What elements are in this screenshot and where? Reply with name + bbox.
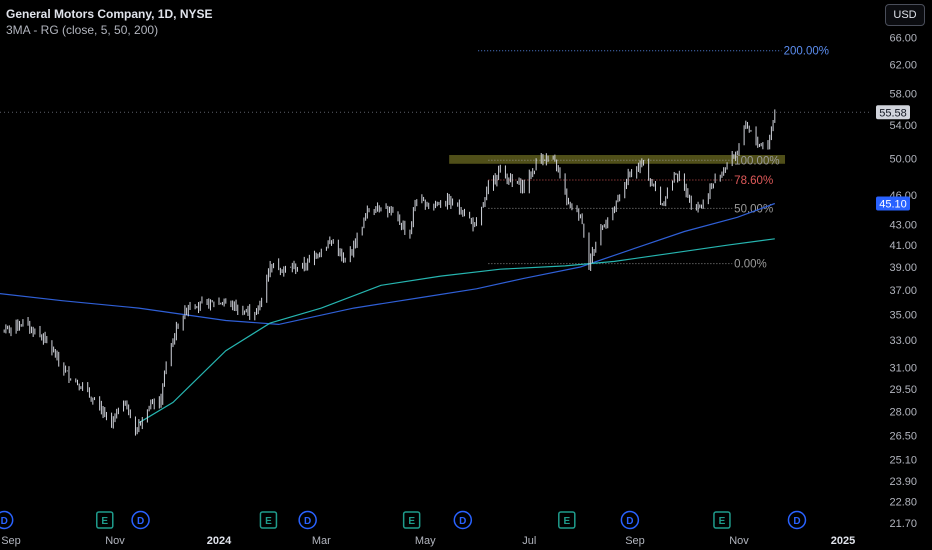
time-tick-label: Jul [522,535,536,547]
price-tick-label: 21.70 [889,518,917,530]
fib-level-label: 50.00% [734,203,773,215]
time-tick-label: 2024 [207,535,232,547]
price-tick-label: 62.00 [889,60,917,72]
event-label: E [101,516,108,527]
earnings-event-icon [96,511,114,529]
dividend-event-icon [131,510,150,530]
price-tick-label: 35.00 [889,309,917,321]
time-tick-label: Nov [729,535,749,547]
fib-level-label: 0.00% [734,259,767,271]
event-label: D [626,516,633,527]
earnings-event-icon [402,511,421,529]
dividend-event-icon [620,510,640,530]
event-label: E [408,516,415,527]
fib-level-label: 200.00% [784,46,829,58]
dividend-event-icon [453,510,473,530]
indicator-label: 3MA - RG (close, 5, 50, 200) [6,23,159,37]
currency-button[interactable]: USD [885,4,925,26]
price-tick-label: 25.10 [889,454,917,466]
event-label: D [137,516,144,527]
chart-legend: General Motors Company, 1D, NYSE 3MA - R… [6,6,213,38]
price-tick-label: 50.00 [889,154,917,166]
price-tick-label: 54.00 [889,120,917,132]
price-tick-label: 43.00 [889,219,917,231]
dividend-event-icon [298,510,317,530]
price-tick-label: 33.00 [889,335,917,347]
time-tick-label: Sep [625,535,645,547]
fib-level-label: 100.00% [734,155,779,167]
price-tick-label: 23.90 [889,476,917,488]
event-label: E [265,516,272,527]
event-label: D [459,516,466,527]
earnings-event-icon [713,511,731,529]
dividend-event-icon [0,510,14,530]
ma-value-badge: 45.10 [879,199,907,211]
price-tick-label: 22.80 [889,496,917,508]
last-price-badge-bg [876,105,910,120]
ma-50-line [138,238,775,424]
earnings-event-icon [259,511,278,529]
price-tick-label: 37.00 [889,285,917,297]
price-tick-label: 41.00 [889,240,917,252]
time-tick-label: Mar [312,535,331,547]
event-label: E [719,516,726,527]
time-tick-label: 2025 [831,535,855,547]
event-label: D [304,516,311,527]
event-label: D [793,516,800,527]
event-label: D [1,516,8,527]
time-tick-label: May [415,535,436,547]
time-tick-label: Nov [105,535,125,547]
last-price-badge: 55.58 [879,107,907,119]
price-tick-label: 29.50 [889,384,917,396]
ma-200-line [0,202,776,326]
price-tick-label: 26.50 [889,431,917,443]
ma-value-badge-bg [876,196,910,211]
price-tick-label: 66.00 [889,32,917,44]
time-tick-label: Sep [1,535,21,547]
price-tick-label: 31.00 [889,362,917,374]
fib-level-label: 78.60% [734,175,773,187]
resistance-zone [449,155,786,164]
event-label: E [563,516,570,527]
price-tick-label: 28.00 [889,407,917,419]
earnings-event-icon [558,511,576,529]
dividend-event-icon [787,510,807,530]
symbol-title: General Motors Company, 1D, NYSE [6,7,213,21]
price-tick-label: 39.00 [889,262,917,274]
price-tick-label: 58.00 [889,89,917,101]
